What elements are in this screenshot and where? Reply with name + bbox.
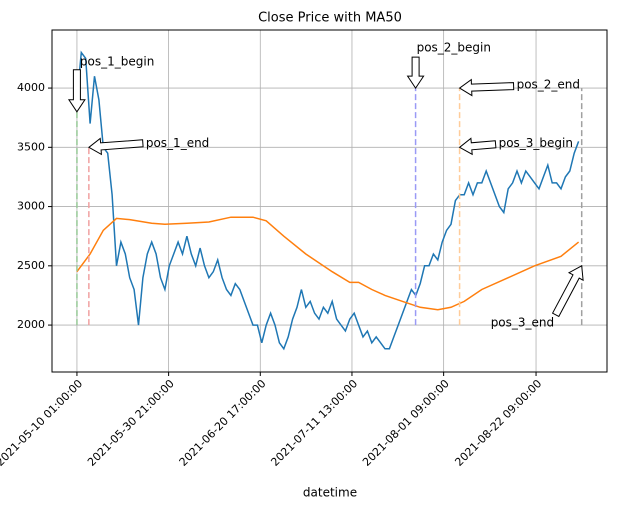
series-line <box>76 50 580 351</box>
x-tick-label: 2021-08-01 09:00:00 <box>360 377 452 469</box>
annotation-arrow <box>458 137 497 156</box>
x-axis-label: datetime <box>303 486 357 500</box>
chart-title: Close Price with MA50 <box>258 11 402 26</box>
annotation-text: pos_1_begin <box>80 54 154 68</box>
annotation-text: pos_1_end <box>146 136 209 150</box>
y-tick-label: 4000 <box>17 81 45 94</box>
x-tick-label: 2021-06-20 17:00:00 <box>177 377 269 469</box>
plot-frame <box>51 29 608 373</box>
annotation-text: pos_2_end <box>517 78 580 92</box>
annotation-arrow <box>406 56 425 90</box>
x-tick-label: 2021-08-22 09:00:00 <box>452 377 544 469</box>
annotation-arrow <box>458 78 515 97</box>
annotation-text: pos_3_begin <box>499 136 573 150</box>
annotation-arrow <box>67 69 86 113</box>
x-tick-label: 2021-05-10 01:00:00 <box>0 377 85 469</box>
y-tick-label: 2000 <box>17 318 45 331</box>
y-tick-label: 3500 <box>17 140 45 153</box>
annotation-text: pos_2_begin <box>417 41 491 55</box>
y-tick-label: 2500 <box>17 259 45 272</box>
annotation-arrow <box>551 265 584 318</box>
series-line <box>76 216 580 311</box>
x-tick-label: 2021-05-30 21:00:00 <box>85 377 177 469</box>
x-tick-label: 2021-07-11 13:00:00 <box>268 377 360 469</box>
annotation-arrow <box>88 137 144 156</box>
annotation-text: pos_3_end <box>491 315 554 329</box>
y-tick-label: 3000 <box>17 200 45 213</box>
